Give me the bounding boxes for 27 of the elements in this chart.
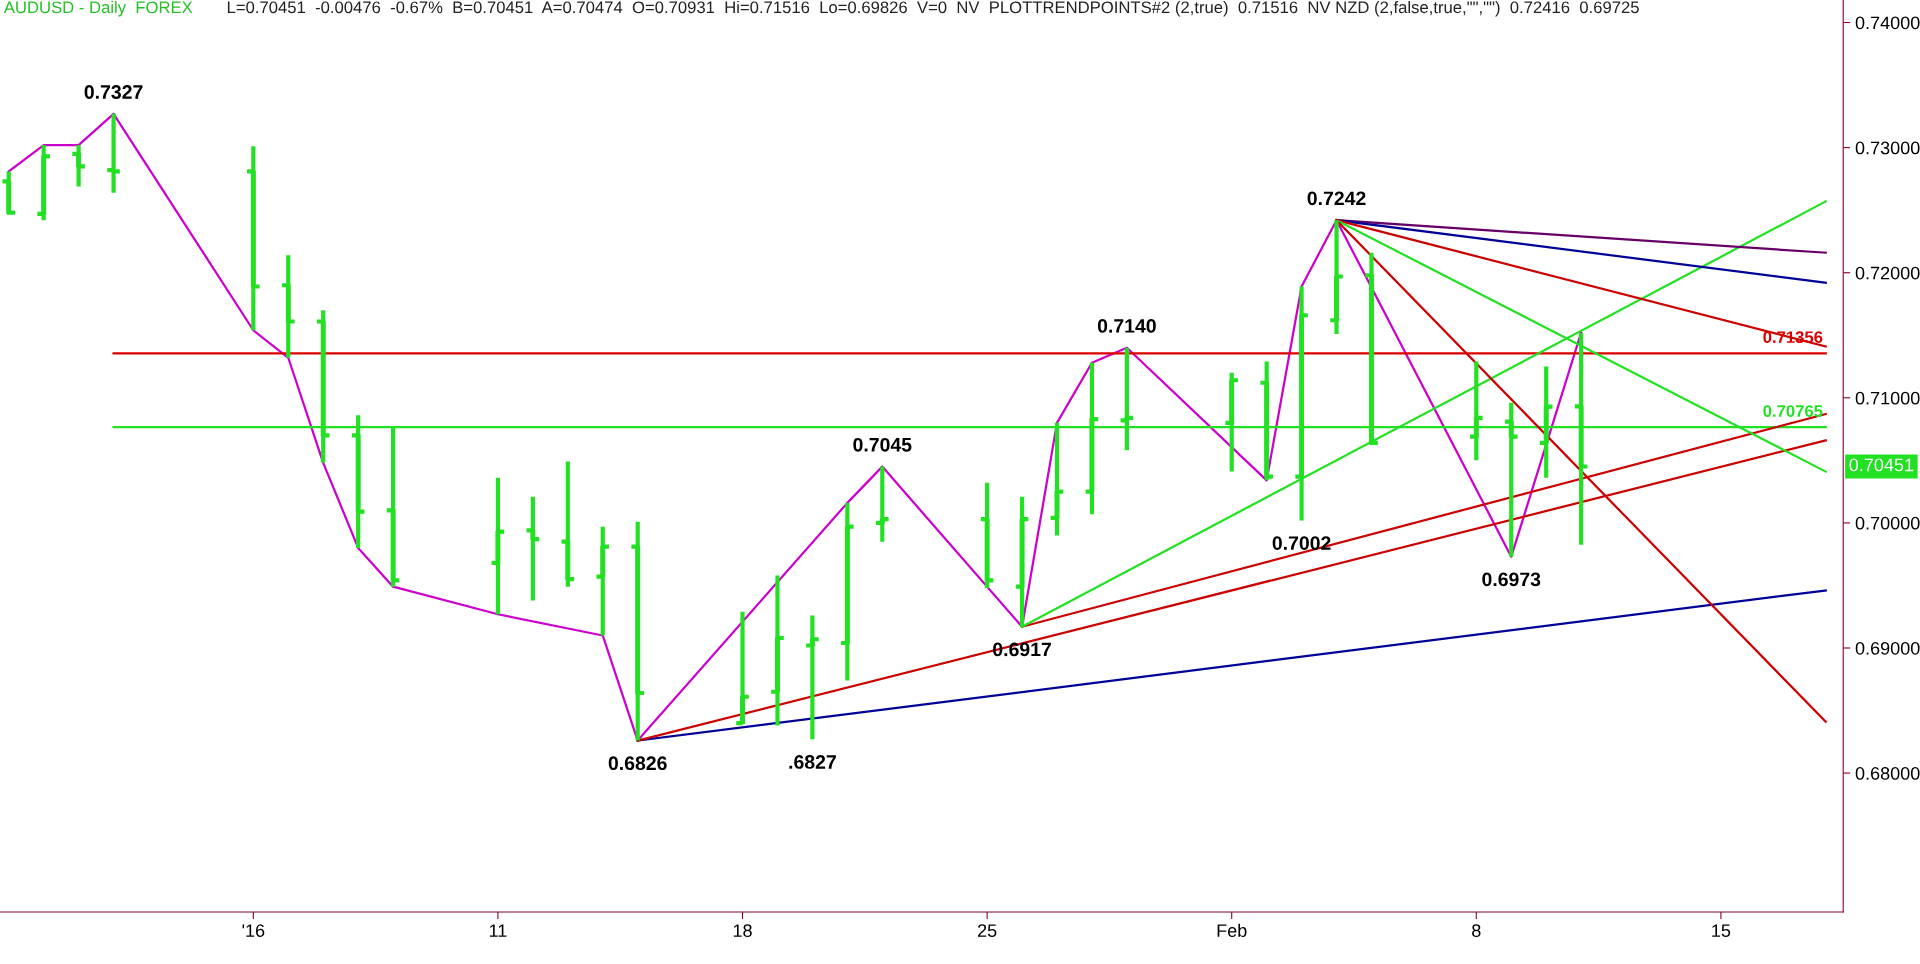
y-tick-label: 0.73000	[1855, 141, 1920, 155]
x-tick-label: 15	[1712, 924, 1731, 938]
chart-title: AUDUSD - Daily FOREX	[3, 0, 193, 17]
y-tick-label: 0.68000	[1855, 767, 1920, 780]
annotation: 0.7327	[84, 85, 143, 99]
annotation: 0.7140	[1097, 319, 1156, 333]
annotation: 0.6917	[993, 642, 1051, 657]
annotation: 0.6973	[1482, 572, 1541, 587]
y-tick-label: 0.71000	[1855, 391, 1920, 405]
x-tick-label: '16	[242, 924, 265, 938]
x-tick-label: 11	[489, 924, 507, 937]
annotation: 0.7242	[1307, 191, 1366, 206]
text: 0.70451	[1849, 458, 1914, 472]
x-tick-label: 8	[1472, 924, 1481, 938]
annotation: 0.7002	[1272, 536, 1331, 550]
y-tick-label: 0.70000	[1855, 516, 1920, 530]
x-tick-label: 18	[733, 924, 752, 938]
data-label: 0.70765	[1763, 405, 1823, 417]
x-tick-label: 25	[977, 924, 997, 938]
x-tick-label: Feb	[1217, 923, 1247, 938]
y-tick-label: 0.74000	[1855, 16, 1920, 30]
y-tick-label: 0.69000	[1855, 641, 1920, 655]
annotation: .6827	[789, 755, 836, 769]
annotation: 0.7045	[853, 437, 912, 452]
chart-subtitle: L=0.70451 -0.00476 -0.67% B=0.70451 A=0.70474 O=0.70931 Hi=0.71516 Lo=0.69826 V=0 NV PLOTTRENDPOINTS#2 (2,true) 0.71516 NV NZD (2,false,true,"","") 0.72416 0.69725	[227, 0, 1639, 17]
y-tick-label: 0.72000	[1855, 266, 1920, 280]
annotation: 0.6826	[608, 756, 667, 771]
